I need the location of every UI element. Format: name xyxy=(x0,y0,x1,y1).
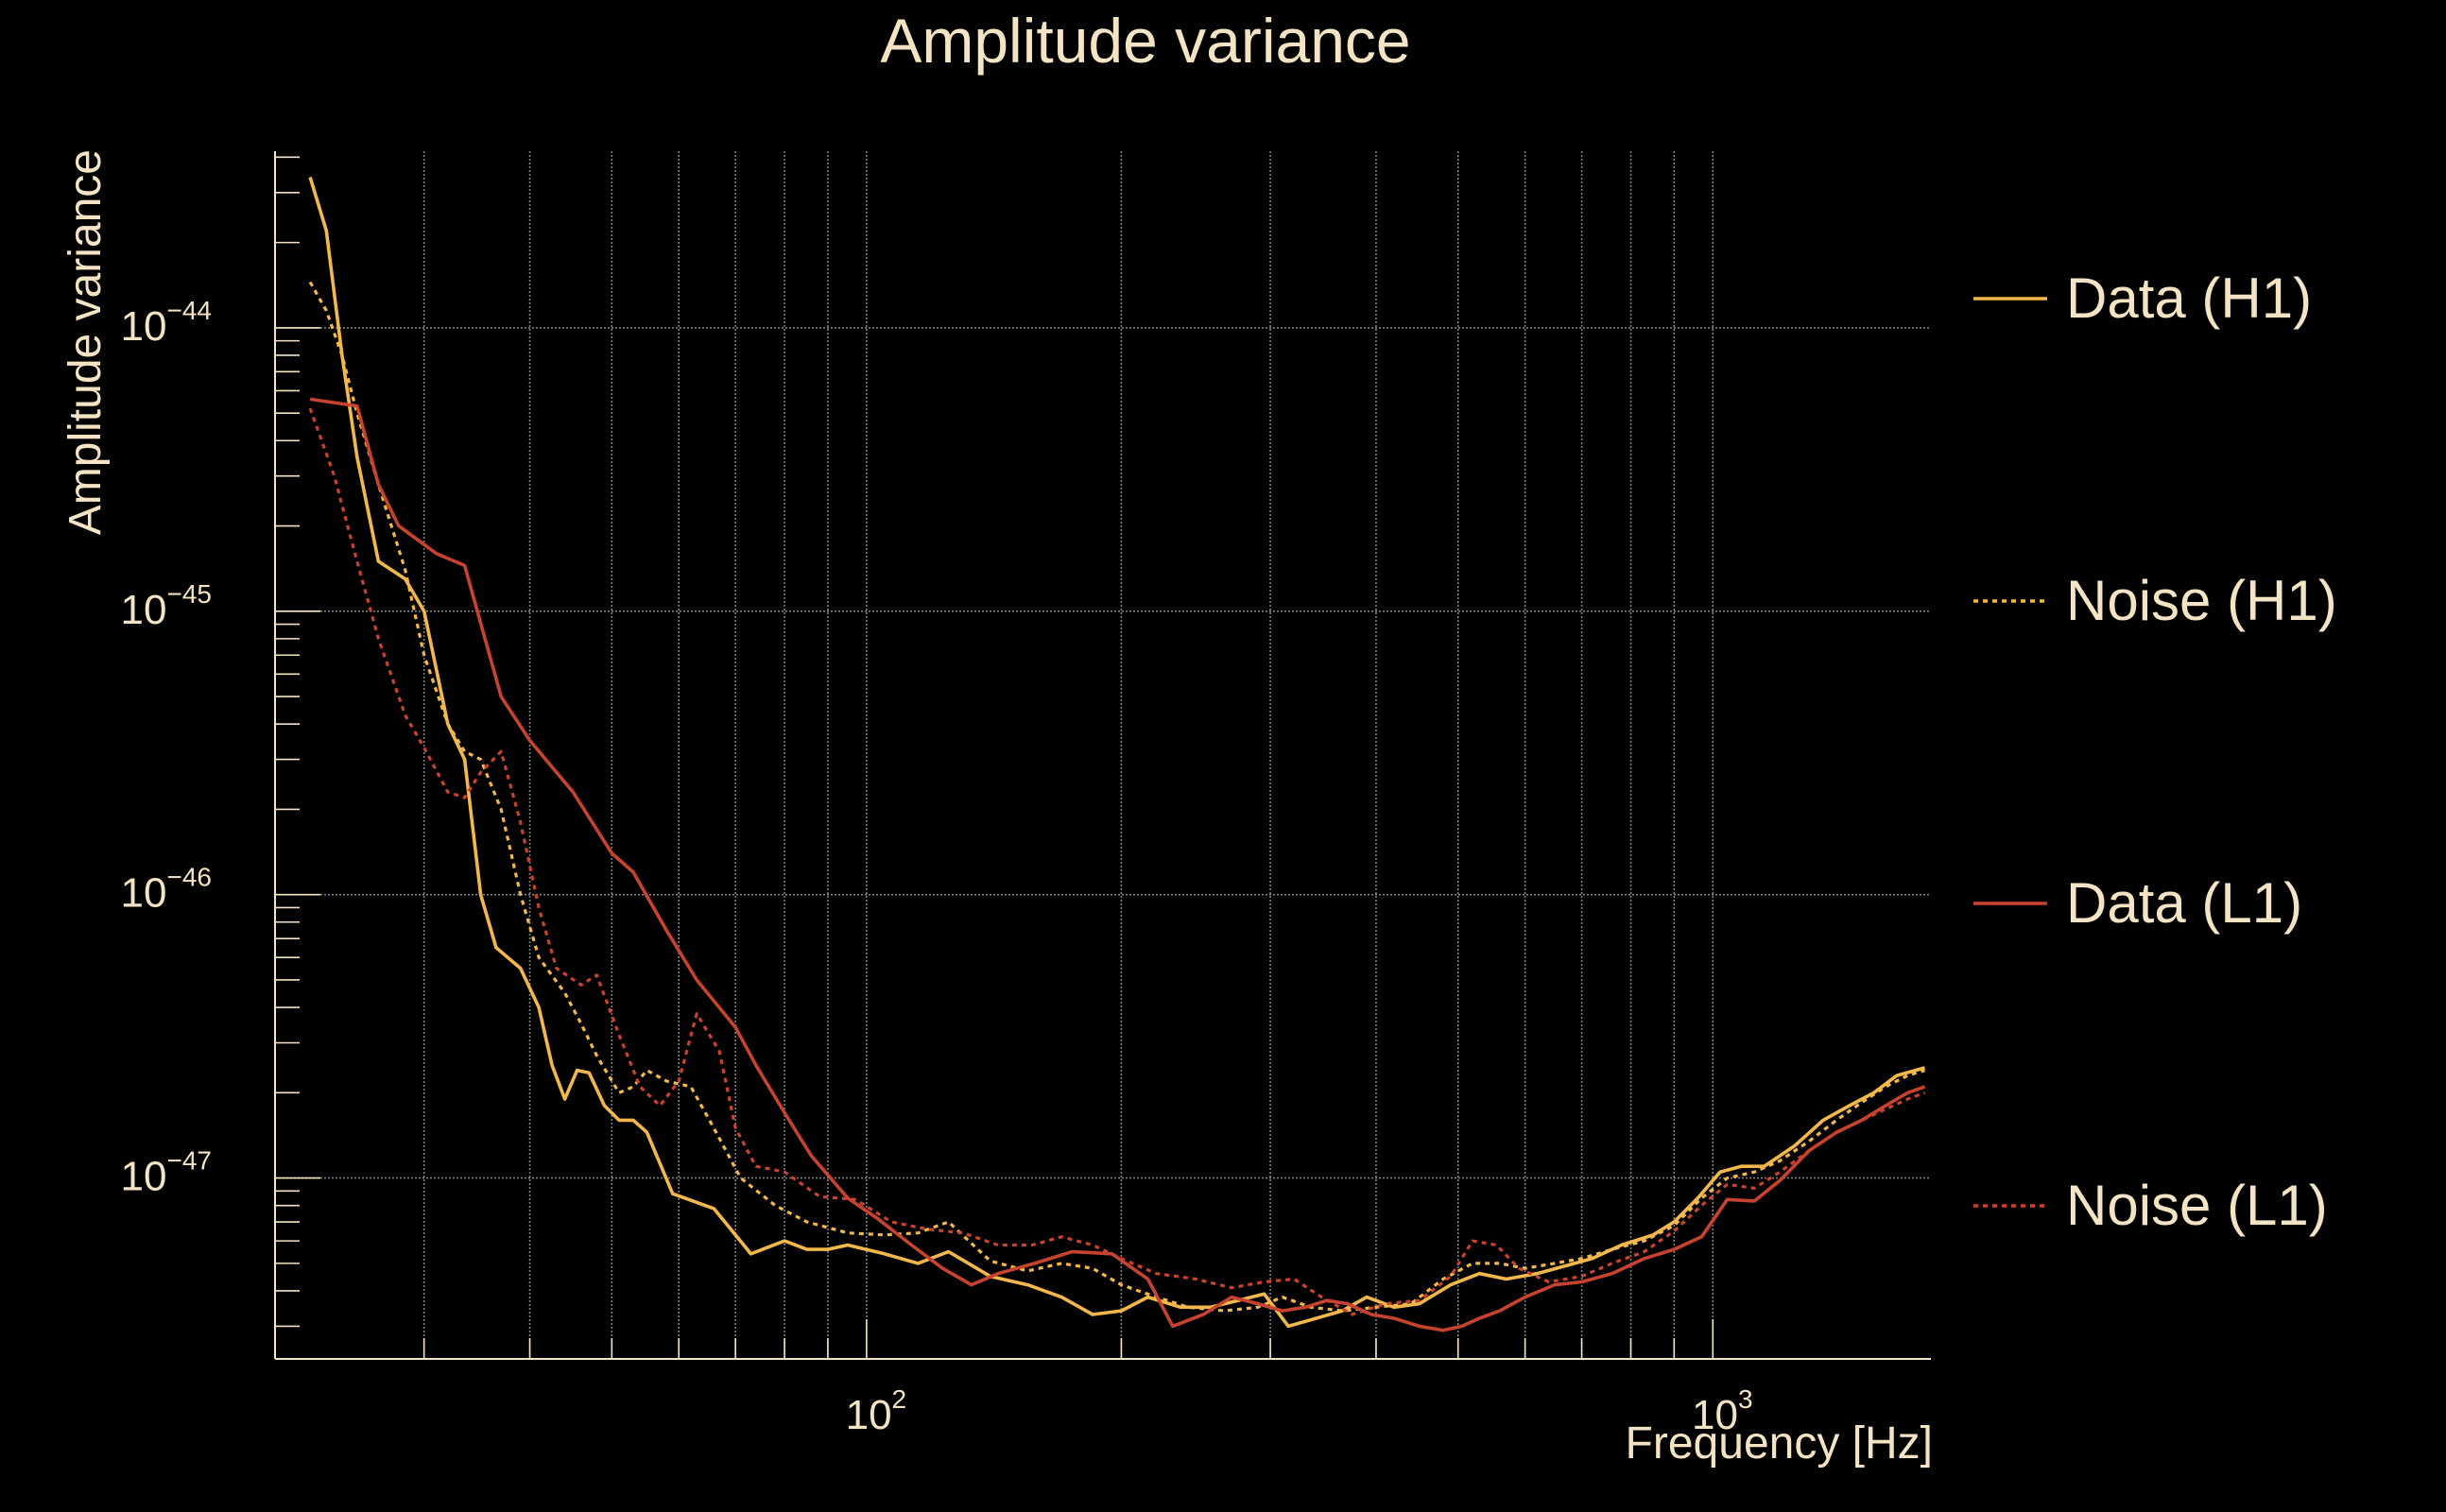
series-line-data-h1 xyxy=(308,176,1925,1329)
x-tick-label: 103 xyxy=(1692,1384,1753,1438)
series-line-noise-l1 xyxy=(308,407,1926,1316)
y-tick-label: 10−47 xyxy=(121,1146,212,1200)
y-tick-label: 10−45 xyxy=(121,579,212,633)
legend-label-data-h1: Data (H1) xyxy=(2066,266,2312,330)
series-line-data-l1 xyxy=(309,397,1926,1332)
y-tick-label: 10−44 xyxy=(121,296,212,350)
chart-title: Amplitude variance xyxy=(880,6,1410,76)
series-line-noise-h1 xyxy=(308,281,1925,1313)
grid xyxy=(275,151,1931,1359)
y-axis-label: Amplitude variance xyxy=(60,149,111,535)
axes: 10−44 10−45 10−46 10−47 102 103 xyxy=(121,151,1931,1438)
x-axis-label: Frequency [Hz] xyxy=(1626,1418,1933,1469)
x-tick-label: 102 xyxy=(846,1384,907,1438)
y-tick-label: 10−46 xyxy=(121,863,212,917)
legend-label-noise-h1: Noise (H1) xyxy=(2066,569,2337,632)
data-series xyxy=(308,176,1926,1332)
legend-label-data-l1: Data (L1) xyxy=(2066,871,2302,935)
legend-label-noise-l1: Noise (L1) xyxy=(2066,1174,2328,1237)
legend: Data (H1) Noise (H1) Data (L1) Noise (L1) xyxy=(1973,266,2337,1237)
